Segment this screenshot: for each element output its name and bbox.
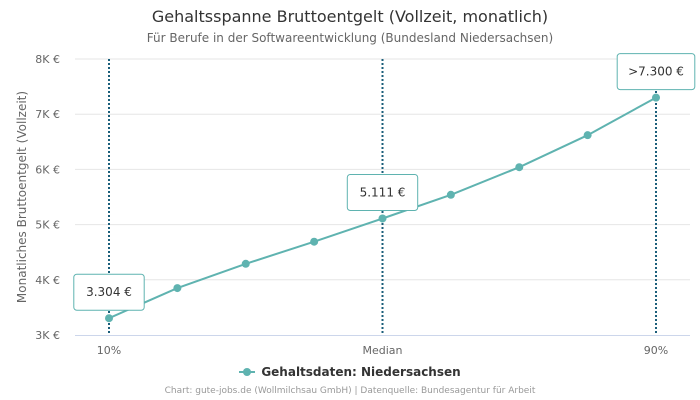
data-point[interactable] (173, 284, 182, 293)
data-point[interactable] (241, 259, 250, 268)
x-tick-label: Median (362, 344, 402, 357)
x-tick-label: 10% (97, 344, 121, 357)
callout-box (346, 173, 419, 211)
y-tick-label: 7K € (35, 108, 60, 121)
y-tick-label: 4K € (35, 274, 60, 287)
data-point[interactable] (583, 131, 592, 140)
data-point[interactable] (652, 93, 660, 102)
legend[interactable]: Gehaltsdaten: Niedersachsen (0, 365, 700, 379)
y-tick-label: 3K € (35, 329, 60, 342)
y-tick-label: 8K € (35, 53, 60, 66)
x-tick-label: 90% (644, 344, 668, 357)
callout-box (73, 273, 145, 311)
data-point[interactable] (378, 214, 387, 223)
data-point[interactable] (515, 163, 524, 172)
value-callout: >7.300 € (616, 53, 696, 91)
y-tick-label: 6K € (35, 163, 60, 176)
value-callout: 3.304 € (73, 273, 145, 311)
y-tick-label: 5K € (35, 219, 60, 232)
callout-label: >7.300 € (628, 65, 684, 79)
callout-label: 5.111 € (360, 185, 406, 199)
chart-title: Gehaltsspanne Bruttoentgelt (Vollzeit, m… (151, 7, 549, 26)
callout-box (616, 53, 696, 91)
y-axis-title: Monatliches Bruttoentgelt (Vollzeit) (15, 91, 29, 303)
callout-label: 3.304 € (86, 285, 132, 299)
value-callout: 5.111 € (346, 173, 419, 211)
legend-symbol (239, 368, 256, 376)
chart-credits[interactable]: Chart: gute-jobs.de (Wollmilchsau GmbH) … (164, 386, 536, 396)
data-point[interactable] (105, 314, 113, 323)
legend-label: Gehaltsdaten: Niedersachsen (261, 365, 461, 379)
chart-subtitle: Für Berufe in der Softwareentwicklung (B… (146, 31, 554, 45)
data-point[interactable] (310, 237, 319, 246)
data-point[interactable] (446, 190, 455, 199)
